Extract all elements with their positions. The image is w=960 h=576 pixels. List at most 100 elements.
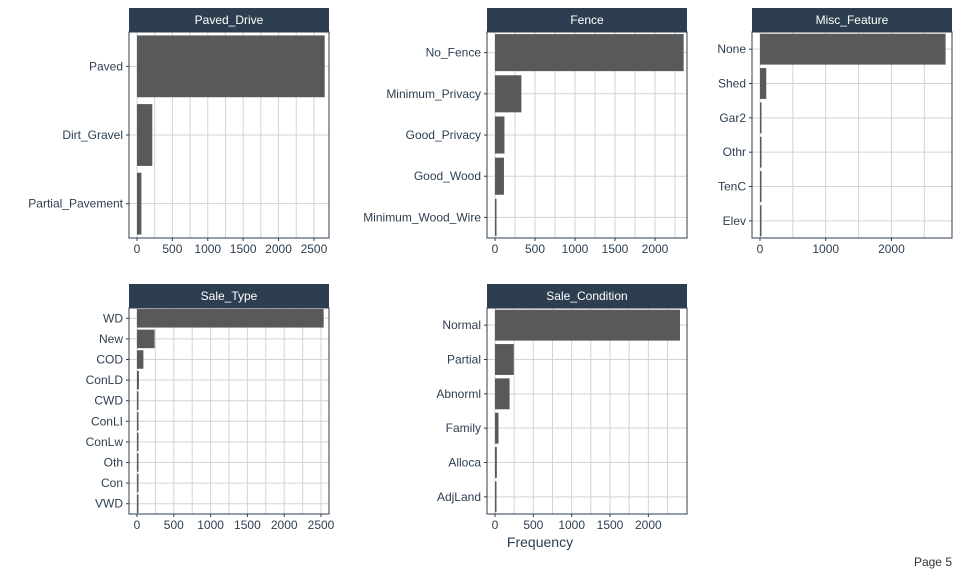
- category-label: New: [99, 332, 123, 346]
- x-tick-label: 1500: [230, 242, 257, 256]
- category-label: Shed: [718, 77, 746, 91]
- category-label: Dirt_Gravel: [62, 128, 123, 142]
- category-label: Good_Wood: [414, 169, 481, 183]
- x-tick-label: 2000: [271, 518, 298, 532]
- panel-misc-feature: Misc_Feature None Shed Gar2 Othr TenC Elev 0 100…: [717, 8, 953, 256]
- x-tick-label: 1500: [602, 242, 629, 256]
- category-label: Othr: [723, 145, 746, 159]
- bar: [137, 350, 144, 369]
- x-tick-label: 500: [164, 518, 184, 532]
- bar: [137, 172, 142, 235]
- bar: [760, 68, 767, 99]
- x-tick-label: 0: [492, 242, 499, 256]
- category-label: ConLI: [91, 414, 123, 428]
- bar: [137, 370, 139, 390]
- bar: [760, 33, 946, 65]
- x-tick-label: 0: [492, 518, 499, 532]
- category-label: Partial: [447, 353, 481, 367]
- x-tick-label: 0: [757, 242, 764, 256]
- panel-title: Fence: [570, 13, 604, 27]
- x-tick-label: 0: [134, 242, 141, 256]
- category-label: CWD: [94, 394, 123, 408]
- bar: [495, 309, 680, 341]
- bar: [137, 412, 139, 431]
- panel-title: Misc_Feature: [816, 13, 889, 27]
- bar: [137, 104, 153, 166]
- bar: [137, 391, 139, 410]
- x-tick-label: 1500: [597, 518, 624, 532]
- category-label: TenC: [718, 180, 746, 194]
- category-label: Minimum_Wood_Wire: [363, 210, 481, 224]
- panel-title: Paved_Drive: [195, 13, 264, 27]
- category-label: Gar2: [719, 111, 746, 125]
- x-tick-label: 1000: [197, 518, 224, 532]
- category-label: Normal: [442, 318, 481, 332]
- bar: [495, 116, 505, 154]
- category-label: Minimum_Privacy: [386, 87, 481, 101]
- panel-strip: [752, 8, 952, 32]
- x-tick-label: 500: [162, 242, 182, 256]
- x-tick-label: 2500: [308, 518, 335, 532]
- panel-title: Sale_Type: [201, 289, 258, 303]
- panel-border: [751, 31, 953, 239]
- bar: [137, 432, 139, 452]
- x-tick-label: 2000: [642, 242, 669, 256]
- bar: [137, 35, 325, 98]
- x-tick-label: 1000: [812, 242, 839, 256]
- category-label: WD: [103, 311, 123, 325]
- panel-sale-type: Sale_Type WD New COD ConLD CWD ConLI ConLw Oth C…: [86, 284, 335, 532]
- bar: [495, 412, 499, 444]
- bar: [137, 329, 155, 349]
- panel-title: Sale_Condition: [546, 289, 627, 303]
- bar: [137, 494, 139, 513]
- panel-border: [486, 307, 688, 515]
- x-tick-label: 1000: [562, 242, 589, 256]
- x-tick-label: 2000: [265, 242, 292, 256]
- category-label: No_Fence: [426, 46, 482, 60]
- panel-fence: Fence No_Fence Minimum_Privacy Good_Privacy…: [363, 8, 688, 256]
- panel-strip: [129, 8, 329, 32]
- panel-strip: [129, 284, 329, 308]
- category-label: VWD: [95, 497, 123, 511]
- x-tick-label: 1000: [194, 242, 221, 256]
- bar: [495, 34, 684, 72]
- x-tick-label: 0: [134, 518, 141, 532]
- x-tick-label: 500: [523, 518, 543, 532]
- bar: [760, 102, 762, 134]
- panel-border: [128, 307, 330, 515]
- x-tick-label: 2000: [878, 242, 905, 256]
- bar: [495, 481, 497, 513]
- category-label: Abnorml: [436, 387, 481, 401]
- category-label: Alloca: [448, 456, 481, 470]
- bar: [495, 344, 514, 375]
- category-label: Elev: [723, 214, 746, 228]
- x-tick-label: 1000: [558, 518, 585, 532]
- x-axis-label: Frequency: [507, 534, 573, 550]
- bar: [137, 309, 324, 328]
- category-label: Good_Privacy: [406, 128, 481, 142]
- bar: [495, 447, 497, 478]
- panel-paved-drive: Paved_Drive Paved Dirt_Gravel Partial_Pavem…: [28, 8, 330, 256]
- bar: [495, 157, 504, 195]
- bar: [495, 75, 522, 113]
- category-label: Paved: [89, 59, 123, 73]
- category-label: Family: [446, 421, 481, 435]
- category-label: None: [717, 42, 746, 56]
- panel-strip: [487, 284, 687, 308]
- category-label: ConLD: [86, 373, 124, 387]
- x-tick-label: 2000: [635, 518, 662, 532]
- category-label: AdjLand: [437, 490, 481, 504]
- panel-sale-condition: Sale_Condition Normal Partial Abnorml Family…: [436, 284, 688, 532]
- bar: [760, 171, 762, 202]
- x-tick-label: 500: [525, 242, 545, 256]
- category-label: COD: [96, 353, 123, 367]
- category-label: Con: [101, 476, 123, 490]
- x-tick-label: 1500: [234, 518, 261, 532]
- bar: [495, 378, 510, 410]
- x-tick-label: 2500: [301, 242, 328, 256]
- bar: [495, 198, 497, 236]
- page-number: Page 5: [913, 555, 952, 569]
- bar: [760, 136, 762, 168]
- bar: [760, 205, 762, 237]
